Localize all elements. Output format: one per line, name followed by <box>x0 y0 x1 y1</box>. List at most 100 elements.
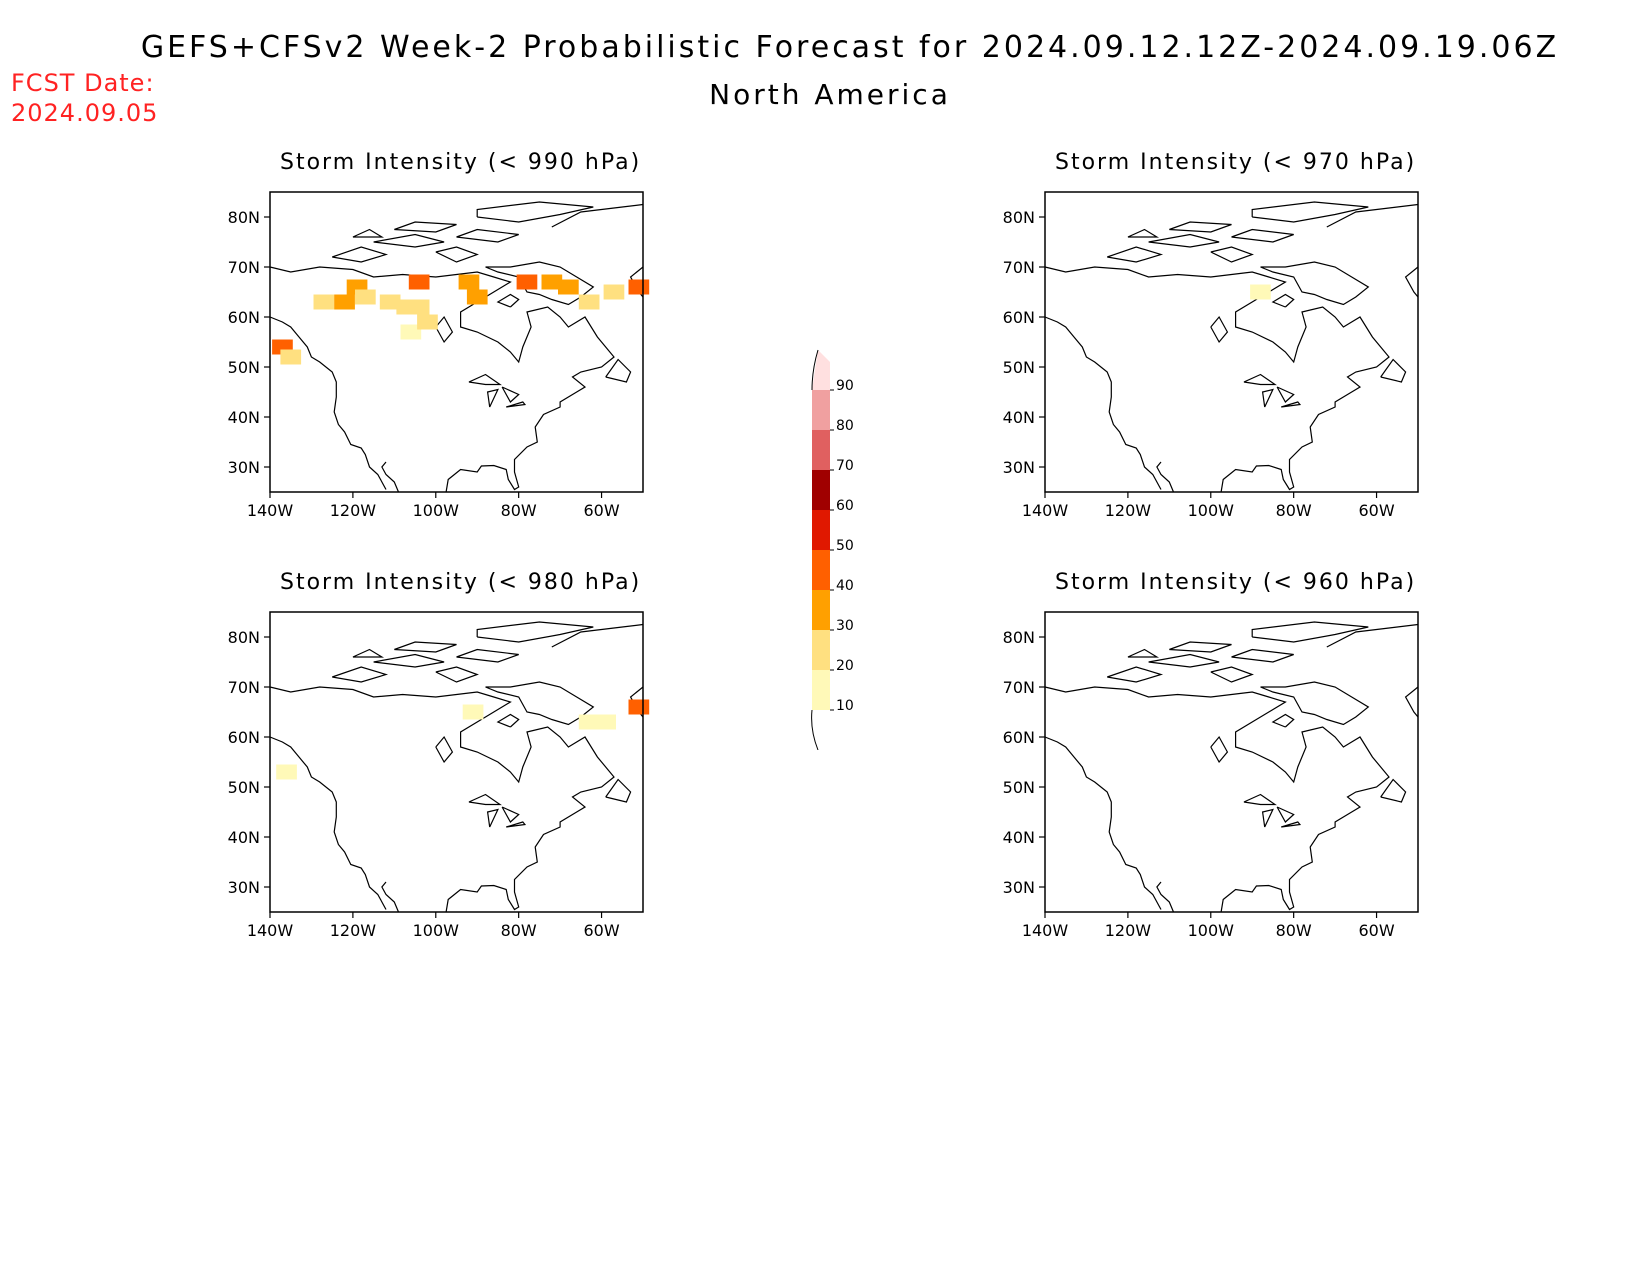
coastline <box>1243 373 1277 386</box>
coastline <box>1404 686 1419 718</box>
lat-tick-label: 50N <box>1003 778 1035 797</box>
probability-cell <box>628 279 650 295</box>
lon-tick-label: 80W <box>1276 921 1312 940</box>
coastline <box>468 373 502 386</box>
probability-cell <box>1250 284 1271 300</box>
page-title: GEFS+CFSv2 Week-2 Probabilistic Forecast… <box>140 30 1560 65</box>
coastline <box>605 778 632 803</box>
panel-title-980: Storm Intensity (< 980 hPa) <box>280 570 642 595</box>
coastline <box>373 233 445 248</box>
coastline <box>1261 808 1274 828</box>
coastline <box>1276 806 1295 823</box>
coastline <box>332 666 389 683</box>
lon-tick-label: 140W <box>247 501 294 520</box>
colorbar-tail <box>811 709 819 750</box>
colorbar-segment <box>812 670 830 710</box>
lat-tick-label: 80N <box>228 628 260 647</box>
colorbar-label: 20 <box>836 658 854 674</box>
coastline <box>373 653 445 668</box>
lat-tick-label: 60N <box>228 728 260 747</box>
colorbar-label: 70 <box>836 458 854 474</box>
coastline <box>352 228 385 238</box>
coastline <box>496 293 520 308</box>
colorbar-segment <box>812 350 830 390</box>
coastline <box>1243 793 1277 806</box>
probability-cell <box>280 349 302 365</box>
lat-tick-label: 60N <box>1003 728 1035 747</box>
coastline <box>435 246 479 263</box>
coastline <box>486 808 499 828</box>
lon-tick-label: 60W <box>1358 501 1394 520</box>
panel-title-990: Storm Intensity (< 990 hPa) <box>280 150 642 175</box>
coastline <box>435 735 454 764</box>
lon-tick-label: 100W <box>413 501 460 520</box>
coastline <box>1044 736 1162 910</box>
probability-cell <box>408 299 430 315</box>
lat-tick-label: 70N <box>228 678 260 697</box>
coastline <box>1380 778 1407 803</box>
lat-tick-label: 80N <box>1003 628 1035 647</box>
probability-cell <box>355 289 376 305</box>
coastline <box>381 881 400 913</box>
colorbar-segment <box>812 390 830 430</box>
lat-tick-label: 50N <box>1003 358 1035 377</box>
coastline <box>269 736 387 910</box>
lat-tick-label: 40N <box>228 408 260 427</box>
map-panel-990: 80N 70N 60N 50N 40N 30N 140W 120W 100W 80W 60W <box>228 191 650 520</box>
coastline <box>1260 681 1370 726</box>
map-frame <box>269 611 644 913</box>
coastline <box>1261 388 1274 408</box>
colorbar-segment <box>812 590 830 630</box>
coastline <box>468 793 502 806</box>
coastline <box>1326 623 1419 648</box>
probability-cell <box>628 699 650 715</box>
coastline <box>496 713 520 728</box>
lat-tick-label: 30N <box>1003 458 1035 477</box>
probability-cell <box>578 294 600 310</box>
coastline <box>551 623 644 648</box>
lon-tick-label: 120W <box>1105 501 1152 520</box>
panel-title-970: Storm Intensity (< 970 hPa) <box>1055 150 1417 175</box>
coastline <box>605 358 632 383</box>
probability-cell <box>541 274 563 290</box>
coastline <box>269 266 615 493</box>
coastline <box>501 386 520 403</box>
lat-tick-label: 30N <box>1003 878 1035 897</box>
colorbar-segment <box>812 470 830 510</box>
coastline <box>435 315 454 344</box>
map-frame <box>1044 191 1419 493</box>
coastline <box>394 641 457 653</box>
lat-tick-label: 80N <box>228 208 260 227</box>
map-panel-970: 80N 70N 60N 50N 40N 30N 140W 120W 100W 80W 60W <box>1003 191 1419 520</box>
probability-cell <box>603 284 625 300</box>
lon-tick-label: 80W <box>501 921 537 940</box>
lat-tick-label: 50N <box>228 778 260 797</box>
probability-cell <box>578 714 600 730</box>
lat-tick-label: 50N <box>228 358 260 377</box>
coastline <box>1271 293 1295 308</box>
colorbar-label: 90 <box>836 378 854 394</box>
lon-tick-label: 60W <box>1358 921 1394 940</box>
probability-cell <box>408 274 430 290</box>
colorbar-segment <box>812 630 830 670</box>
coastline <box>1127 648 1160 658</box>
coastline <box>486 388 499 408</box>
colorbar-label: 50 <box>836 538 854 554</box>
coastline <box>394 221 457 233</box>
coastline <box>1210 246 1254 263</box>
coastline <box>352 648 385 658</box>
probability-cell <box>458 274 480 290</box>
map-frame <box>1044 611 1419 913</box>
lat-tick-label: 40N <box>1003 408 1035 427</box>
coastline <box>506 821 527 828</box>
colorbar-tip <box>811 349 819 391</box>
lat-tick-label: 70N <box>1003 258 1035 277</box>
coastline <box>1380 358 1407 383</box>
coastline <box>476 621 594 643</box>
lat-tick-label: 60N <box>228 308 260 327</box>
lat-tick-label: 40N <box>1003 828 1035 847</box>
coastline <box>1276 386 1295 403</box>
probability-cell <box>334 294 355 310</box>
colorbar-segment <box>812 550 830 590</box>
coastline <box>485 681 595 726</box>
